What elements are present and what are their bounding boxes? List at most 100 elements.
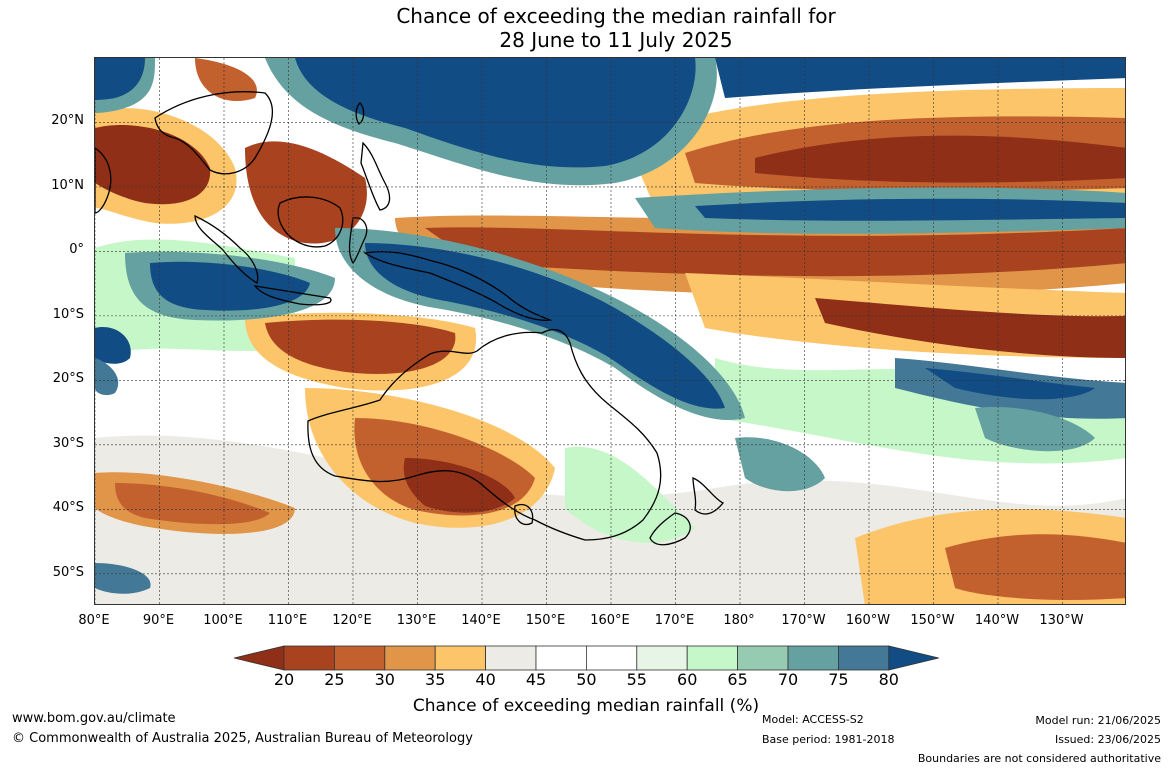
title-line-2: 28 June to 11 July 2025 — [499, 28, 733, 52]
colorbar-tick-label: 45 — [525, 670, 547, 689]
title-line-1: Chance of exceeding the median rainfall … — [396, 4, 836, 28]
field-dry-southeast-pacific-core — [945, 534, 1125, 600]
lon-tick-label: 130°W — [1039, 613, 1084, 628]
coast-taiwan — [355, 102, 365, 125]
colorbar-tick-label: 20 — [273, 670, 295, 689]
colorbar-tick-label: 30 — [374, 670, 395, 689]
field-dry-itcz — [425, 227, 1125, 277]
field-wet-west-io — [95, 327, 131, 364]
colorbar-segment — [535, 645, 587, 671]
base-period: Base period: 1981-2018 — [762, 733, 895, 746]
coast-sulawesi — [348, 217, 368, 265]
map-canvas — [95, 58, 1125, 604]
probability-fields — [95, 58, 1125, 604]
colorbar-segment — [384, 645, 436, 671]
colorbar-tick-label: 65 — [727, 670, 748, 689]
model-run-date: Model run: 21/06/2025 — [1035, 714, 1161, 727]
colorbar-segment — [585, 645, 638, 671]
lon-tick-label: 150°W — [910, 613, 955, 628]
colorbar — [234, 645, 939, 671]
colorbar-segment — [334, 645, 386, 671]
map-title: Chance of exceeding the median rainfall … — [0, 4, 1173, 52]
lon-tick-label: 80°E — [78, 613, 110, 628]
colorbar-segment — [737, 645, 789, 671]
field-wet-west-io-ring — [95, 358, 119, 396]
field-wet-png-coral — [365, 243, 725, 409]
colorbar-segment — [283, 645, 335, 671]
colorbar-tick-label: 75 — [828, 670, 849, 689]
lon-tick-label: 160°W — [845, 613, 891, 628]
coast-nz-north — [692, 477, 725, 515]
colorbar-tick-label: 25 — [324, 670, 345, 689]
coast-borneo — [277, 196, 344, 248]
coast-tasmania — [514, 504, 534, 526]
lon-tick-label: 140°W — [974, 613, 1020, 628]
field-wet-far-east-patch — [975, 407, 1095, 452]
lon-tick-label: 110°E — [267, 613, 308, 628]
lon-tick-label: 100°E — [203, 613, 243, 628]
coast-new-guinea — [363, 251, 553, 321]
lon-tick-label: 170°W — [781, 613, 826, 628]
coast-java — [253, 285, 332, 306]
coast-australia — [307, 329, 662, 541]
field-wet-east-io — [150, 261, 310, 311]
website-link[interactable]: www.bom.gov.au/climate — [12, 711, 176, 726]
coast-sumatra — [194, 214, 259, 284]
lon-tick-label: 160°E — [590, 613, 630, 628]
lon-tick-label: 130°E — [396, 613, 437, 628]
colorbar-tick-label: 50 — [576, 670, 597, 689]
lon-tick-label: 140°E — [461, 613, 501, 628]
colorbar-tick-label: 40 — [475, 670, 496, 689]
field-wet-china — [95, 58, 145, 100]
field-dry-south-io-core — [115, 483, 270, 525]
lat-tick-label: 0° — [69, 242, 84, 258]
lat-tick-label: 30°S — [52, 435, 84, 451]
colorbar-segment — [485, 645, 537, 671]
field-dry-bay-of-bengal-core — [95, 124, 211, 205]
lon-tick-label: 150°E — [525, 613, 566, 628]
field-wet-spcz — [925, 368, 1095, 400]
lon-tick-label: 180° — [723, 613, 755, 628]
lat-tick-label: 50°S — [52, 564, 84, 580]
colorbar-segment — [838, 645, 890, 671]
field-wet-subtropical-band — [715, 58, 1125, 98]
coast-india — [95, 147, 112, 214]
field-dry-npac-core — [755, 135, 1125, 183]
coast-philippines — [360, 141, 391, 211]
rainfall-map — [94, 57, 1126, 605]
colorbar-tick-label: 35 — [425, 670, 446, 689]
graticule — [95, 58, 1125, 604]
lat-tick-label: 20°S — [52, 371, 84, 387]
coast-indochina — [154, 91, 274, 175]
coastlines — [95, 91, 725, 546]
colorbar-tick-label: 70 — [777, 670, 799, 689]
lat-tick-label: 10°N — [51, 177, 84, 193]
colorbar-segment — [434, 645, 486, 671]
lat-tick-label: 40°S — [52, 500, 84, 516]
colorbar-segment — [686, 645, 739, 671]
field-wet-philippine-sea — [295, 58, 696, 168]
field-wet-tasman-patch — [735, 437, 825, 492]
field-dry-north-australia-core — [265, 319, 456, 374]
lat-tick-label: 10°S — [52, 306, 84, 322]
field-green-tasman — [565, 446, 695, 543]
colorbar-tick-label: 55 — [626, 670, 647, 689]
field-wet-equatorial-band — [695, 198, 1125, 221]
lon-tick-label: 120°E — [332, 613, 372, 628]
colorbar-tick-label: 60 — [677, 670, 698, 689]
colorbar-segment — [787, 645, 839, 671]
lon-tick-label: 170°E — [654, 613, 695, 628]
colorbar-tick-label: 80 — [878, 670, 899, 689]
coast-nz-south — [649, 512, 691, 546]
field-dry-scs — [245, 141, 367, 244]
colorbar-label: Chance of exceeding median rainfall (%) — [412, 696, 760, 716]
colorbar-high-arrow — [888, 645, 939, 671]
model-name: Model: ACCESS-S2 — [762, 713, 864, 726]
field-wet-south-io-patch — [95, 563, 151, 594]
copyright-text: © Commonwealth of Australia 2025, Austra… — [12, 731, 473, 746]
colorbar-segment — [636, 645, 688, 671]
field-dry-south-china — [195, 58, 257, 102]
lat-tick-label: 20°N — [51, 113, 84, 129]
boundaries-disclaimer: Boundaries are not considered authoritat… — [917, 752, 1161, 765]
field-dry-spac — [815, 298, 1125, 358]
